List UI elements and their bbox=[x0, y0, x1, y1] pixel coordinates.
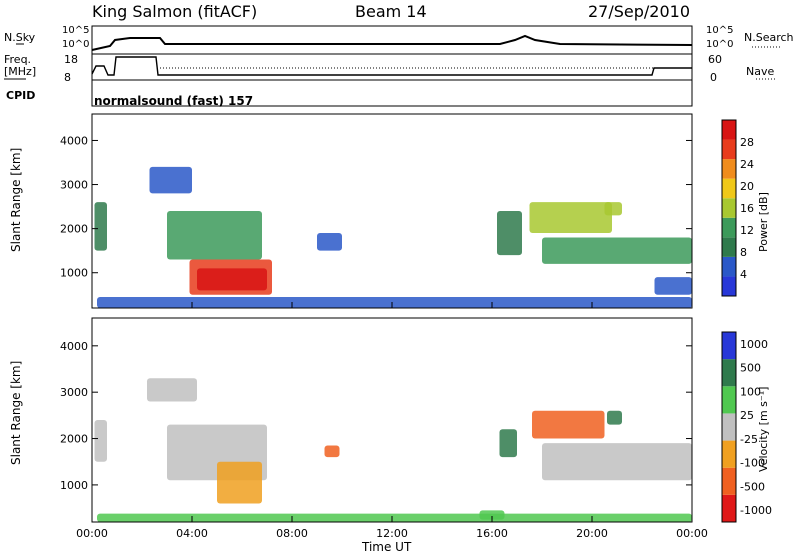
power-echo-region-2 bbox=[167, 211, 262, 260]
velocity-echo-region-2 bbox=[147, 378, 197, 402]
power-echo-region-8 bbox=[542, 237, 692, 264]
velocity-ytick-label-3: 4000 bbox=[60, 340, 88, 353]
freq-trace bbox=[91, 56, 692, 76]
noise-panel-frame bbox=[91, 25, 693, 55]
nave-tick-top: 60 bbox=[708, 53, 722, 66]
velocity-echo-region-4 bbox=[324, 445, 340, 458]
power-colorbar-tick-3: 16 bbox=[740, 202, 754, 215]
noise-tick-bottom-right: 10^0 bbox=[706, 39, 734, 50]
power-colorbar-tick-6: 28 bbox=[740, 136, 754, 149]
nave-label: Nave bbox=[746, 65, 775, 78]
velocity-colorbar-tick-3: 25 bbox=[740, 409, 754, 422]
power-echo-region-4 bbox=[94, 202, 107, 251]
velocity-ytick-label-1: 2000 bbox=[60, 433, 88, 446]
cpid-panel-frame bbox=[91, 79, 693, 107]
power-echo-region-7 bbox=[529, 202, 612, 234]
cpid-label: CPID bbox=[6, 89, 36, 102]
freq-unit-label: [MHz] bbox=[4, 65, 37, 78]
power-colorbar-tick-2: 12 bbox=[740, 224, 754, 237]
time-xtick-label-4: 16:00 bbox=[476, 527, 508, 540]
power-colorbar-segment-0 bbox=[722, 276, 736, 296]
time-xtick-label-1: 04:00 bbox=[176, 527, 208, 540]
noise-tick-bottom: 10^0 bbox=[62, 39, 90, 50]
power-colorbar-segment-8 bbox=[722, 120, 736, 140]
power-colorbar-frame bbox=[721, 119, 737, 297]
power-colorbar-segment-5 bbox=[722, 178, 736, 199]
velocity-colorbar-segment-5 bbox=[722, 359, 736, 387]
power-colorbar-tick-1: 8 bbox=[740, 246, 747, 259]
velocity-echo-region-1 bbox=[217, 461, 262, 504]
velocity-colorbar-segment-0 bbox=[722, 494, 736, 522]
power-colorbar-tick-0: 4 bbox=[740, 268, 747, 281]
velocity-colorbar-tick-1: 500 bbox=[740, 362, 761, 375]
power-colorbar-segment-4 bbox=[722, 198, 736, 218]
power-colorbar-tick-4: 20 bbox=[740, 180, 754, 193]
velocity-echo-region-7 bbox=[499, 429, 517, 458]
time-xtick-label-6: 00:00 bbox=[676, 527, 708, 540]
velocity-echo-region-5 bbox=[542, 443, 692, 481]
velocity-colorbar-tick-7: -1000 bbox=[740, 504, 772, 517]
power-echo-region-3 bbox=[149, 166, 192, 194]
velocity-colorbar-tick-2: 100 bbox=[740, 385, 761, 398]
velocity-colorbar-tick-0: 1000 bbox=[740, 338, 768, 351]
velocity-colorbar-tick-5: -100 bbox=[740, 457, 765, 470]
velocity-colorbar-label: Velocity [m s⁻¹] bbox=[757, 386, 770, 472]
velocity-echo-region-10 bbox=[97, 513, 692, 522]
power-ytick-label-3: 4000 bbox=[60, 134, 88, 147]
power-colorbar-label: Power [dB] bbox=[757, 192, 770, 252]
freq-label: Freq. bbox=[4, 53, 32, 66]
freq-panel-frame bbox=[91, 53, 693, 81]
freq-tick-bottom: 8 bbox=[64, 71, 71, 84]
velocity-colorbar-segment-1 bbox=[722, 467, 736, 495]
nave-tick-bottom: 0 bbox=[710, 71, 717, 84]
time-xtick-label-0: 00:00 bbox=[76, 527, 108, 540]
velocity-ytick-label-0: 1000 bbox=[60, 479, 88, 492]
velocity-echo-region-3 bbox=[94, 420, 107, 462]
power-echo-region-6 bbox=[497, 211, 522, 256]
nsearch-label: N.Search bbox=[744, 31, 794, 44]
program-label: normalsound (fast) 157 bbox=[94, 94, 254, 108]
power-colorbar-segment-2 bbox=[722, 237, 736, 257]
power-ytick-label-1: 2000 bbox=[60, 223, 88, 236]
power-echo-region-10 bbox=[654, 277, 692, 295]
velocity-colorbar-segment-3 bbox=[722, 413, 736, 441]
noise-trace bbox=[91, 34, 693, 51]
noise-tick-top: 10^5 bbox=[62, 25, 90, 36]
time-xtick-label-3: 12:00 bbox=[376, 527, 408, 540]
power-echo-region-9 bbox=[604, 202, 622, 216]
velocity-colorbar-tick-4: -25 bbox=[740, 433, 758, 446]
power-ytick-label-2: 3000 bbox=[60, 179, 88, 192]
velocity-colorbar-segment-4 bbox=[722, 386, 736, 414]
power-colorbar-segment-7 bbox=[722, 139, 736, 160]
power-echo-region-5 bbox=[317, 233, 342, 251]
velocity-ytick-label-2: 3000 bbox=[60, 386, 88, 399]
velocity-echo-region-6 bbox=[532, 410, 605, 439]
velocity-colorbar-frame bbox=[721, 331, 737, 523]
freq-tick-top: 18 bbox=[64, 53, 78, 66]
velocity-ylabel: Slant Range [km] bbox=[9, 360, 23, 465]
power-colorbar-tick-5: 24 bbox=[740, 158, 754, 171]
velocity-colorbar-segment-2 bbox=[722, 440, 736, 468]
power-echo-region-1 bbox=[197, 268, 267, 291]
velocity-colorbar-tick-6: -500 bbox=[740, 480, 765, 493]
power-colorbar-segment-1 bbox=[722, 256, 736, 277]
time-xlabel: Time UT bbox=[362, 540, 412, 554]
velocity-colorbar-segment-6 bbox=[722, 332, 736, 360]
velocity-echo-region-8 bbox=[607, 410, 622, 425]
power-echo-region-11 bbox=[97, 296, 692, 308]
time-xtick-label-2: 08:00 bbox=[276, 527, 308, 540]
noise-tick-top-right: 10^5 bbox=[706, 25, 734, 36]
beam-title: Beam 14 bbox=[355, 2, 427, 21]
station-title: King Salmon (fitACF) bbox=[92, 2, 258, 21]
power-colorbar-segment-3 bbox=[722, 217, 736, 238]
power-colorbar-segment-6 bbox=[722, 159, 736, 179]
power-ytick-label-0: 1000 bbox=[60, 267, 88, 280]
date-title: 27/Sep/2010 bbox=[588, 2, 691, 21]
nsky-label: N.Sky bbox=[4, 31, 36, 44]
time-xtick-label-5: 20:00 bbox=[576, 527, 608, 540]
power-ylabel: Slant Range [km] bbox=[9, 147, 23, 252]
